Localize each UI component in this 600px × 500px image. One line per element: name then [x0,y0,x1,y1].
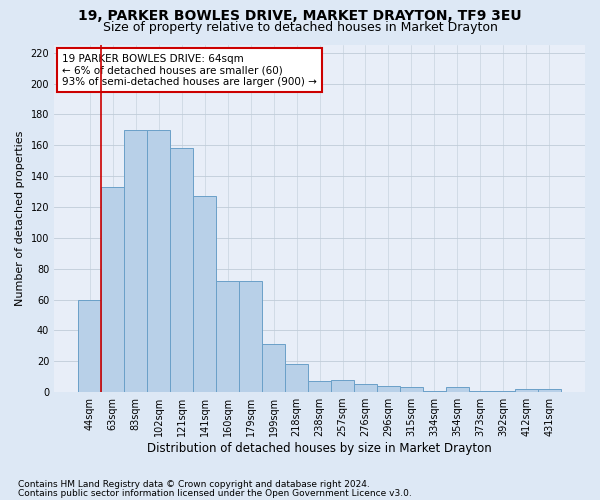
Bar [285,364,308,392]
Bar [101,187,124,392]
Text: Contains public sector information licensed under the Open Government Licence v3: Contains public sector information licen… [18,488,412,498]
Bar [331,380,354,392]
Bar [515,389,538,392]
Text: 19 PARKER BOWLES DRIVE: 64sqm
← 6% of detached houses are smaller (60)
93% of se: 19 PARKER BOWLES DRIVE: 64sqm ← 6% of de… [62,54,317,87]
Bar [193,196,216,392]
Bar [400,388,423,392]
Bar [469,390,492,392]
Bar [216,281,239,392]
Bar [538,389,561,392]
Bar [78,300,101,392]
Bar [170,148,193,392]
Bar [492,390,515,392]
Bar [377,386,400,392]
Bar [124,130,147,392]
Y-axis label: Number of detached properties: Number of detached properties [15,131,25,306]
Bar [262,344,285,392]
Bar [423,390,446,392]
Bar [239,281,262,392]
Text: Contains HM Land Registry data © Crown copyright and database right 2024.: Contains HM Land Registry data © Crown c… [18,480,370,489]
Text: Size of property relative to detached houses in Market Drayton: Size of property relative to detached ho… [103,22,497,35]
Bar [147,130,170,392]
Text: 19, PARKER BOWLES DRIVE, MARKET DRAYTON, TF9 3EU: 19, PARKER BOWLES DRIVE, MARKET DRAYTON,… [78,9,522,23]
X-axis label: Distribution of detached houses by size in Market Drayton: Distribution of detached houses by size … [147,442,492,455]
Bar [446,388,469,392]
Bar [354,384,377,392]
Bar [308,382,331,392]
